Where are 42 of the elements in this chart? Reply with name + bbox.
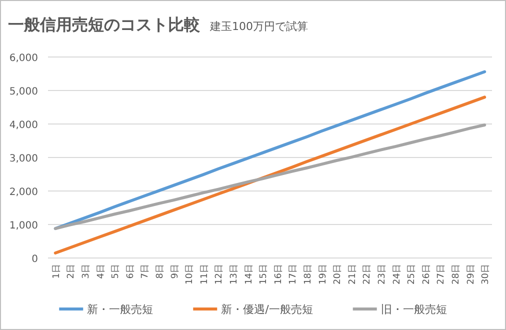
x-tick-label: 7日 <box>140 264 151 279</box>
chart-subtitle: 建玉100万円で試算 <box>209 20 308 33</box>
x-tick-label: 29日 <box>466 264 476 284</box>
x-tick-label: 18日 <box>304 264 314 284</box>
x-tick-label: 12日 <box>214 264 225 284</box>
chart-title: 一般信用売短のコスト比較 <box>8 15 201 34</box>
legend-label: 新・優遇/一般売短 <box>221 303 313 316</box>
y-tick-label: 0 <box>32 254 38 265</box>
y-tick-label: 1,000 <box>9 220 38 232</box>
x-tick-label: 21日 <box>348 264 358 284</box>
x-tick-label: 19日 <box>318 264 328 284</box>
legend-label: 新・一般売短 <box>87 303 154 316</box>
x-tick-label: 30日 <box>481 264 492 284</box>
y-tick-label: 2,000 <box>9 187 38 198</box>
x-tick-label: 3日 <box>82 264 92 279</box>
x-tick-label: 4日 <box>96 264 106 279</box>
x-tick-label: 5日 <box>111 264 122 279</box>
x-tick-label: 2日 <box>66 264 77 279</box>
x-tick-label: 22日 <box>362 264 373 284</box>
x-tick-label: 16日 <box>274 264 284 284</box>
x-tick-label: 6日 <box>126 264 136 279</box>
x-tick-label: 13日 <box>230 264 240 284</box>
x-tick-label: 1日 <box>52 264 62 279</box>
y-tick-label: 4,000 <box>9 120 38 131</box>
x-tick-label: 9日 <box>170 264 180 279</box>
x-tick-label: 8日 <box>156 264 166 279</box>
x-tick-label: 27日 <box>436 264 447 284</box>
x-tick-label: 17日 <box>288 264 299 284</box>
x-tick-label: 25日 <box>407 264 418 284</box>
x-tick-label: 23日 <box>378 264 388 284</box>
x-tick-label: 28日 <box>452 264 462 284</box>
y-tick-label: 5,000 <box>9 86 38 98</box>
x-tick-label: 10日 <box>185 264 196 284</box>
x-tick-label: 14日 <box>244 264 254 284</box>
y-tick-label: 3,000 <box>9 154 38 164</box>
legend-label: 旧・一般売短 <box>380 303 447 316</box>
x-tick-label: 26日 <box>422 264 432 284</box>
x-tick-label: 11日 <box>200 264 210 284</box>
x-tick-label: 15日 <box>259 264 270 284</box>
x-tick-label: 24日 <box>392 264 402 284</box>
y-tick-label: 6,000 <box>9 53 38 64</box>
x-tick-label: 20日 <box>333 264 344 284</box>
